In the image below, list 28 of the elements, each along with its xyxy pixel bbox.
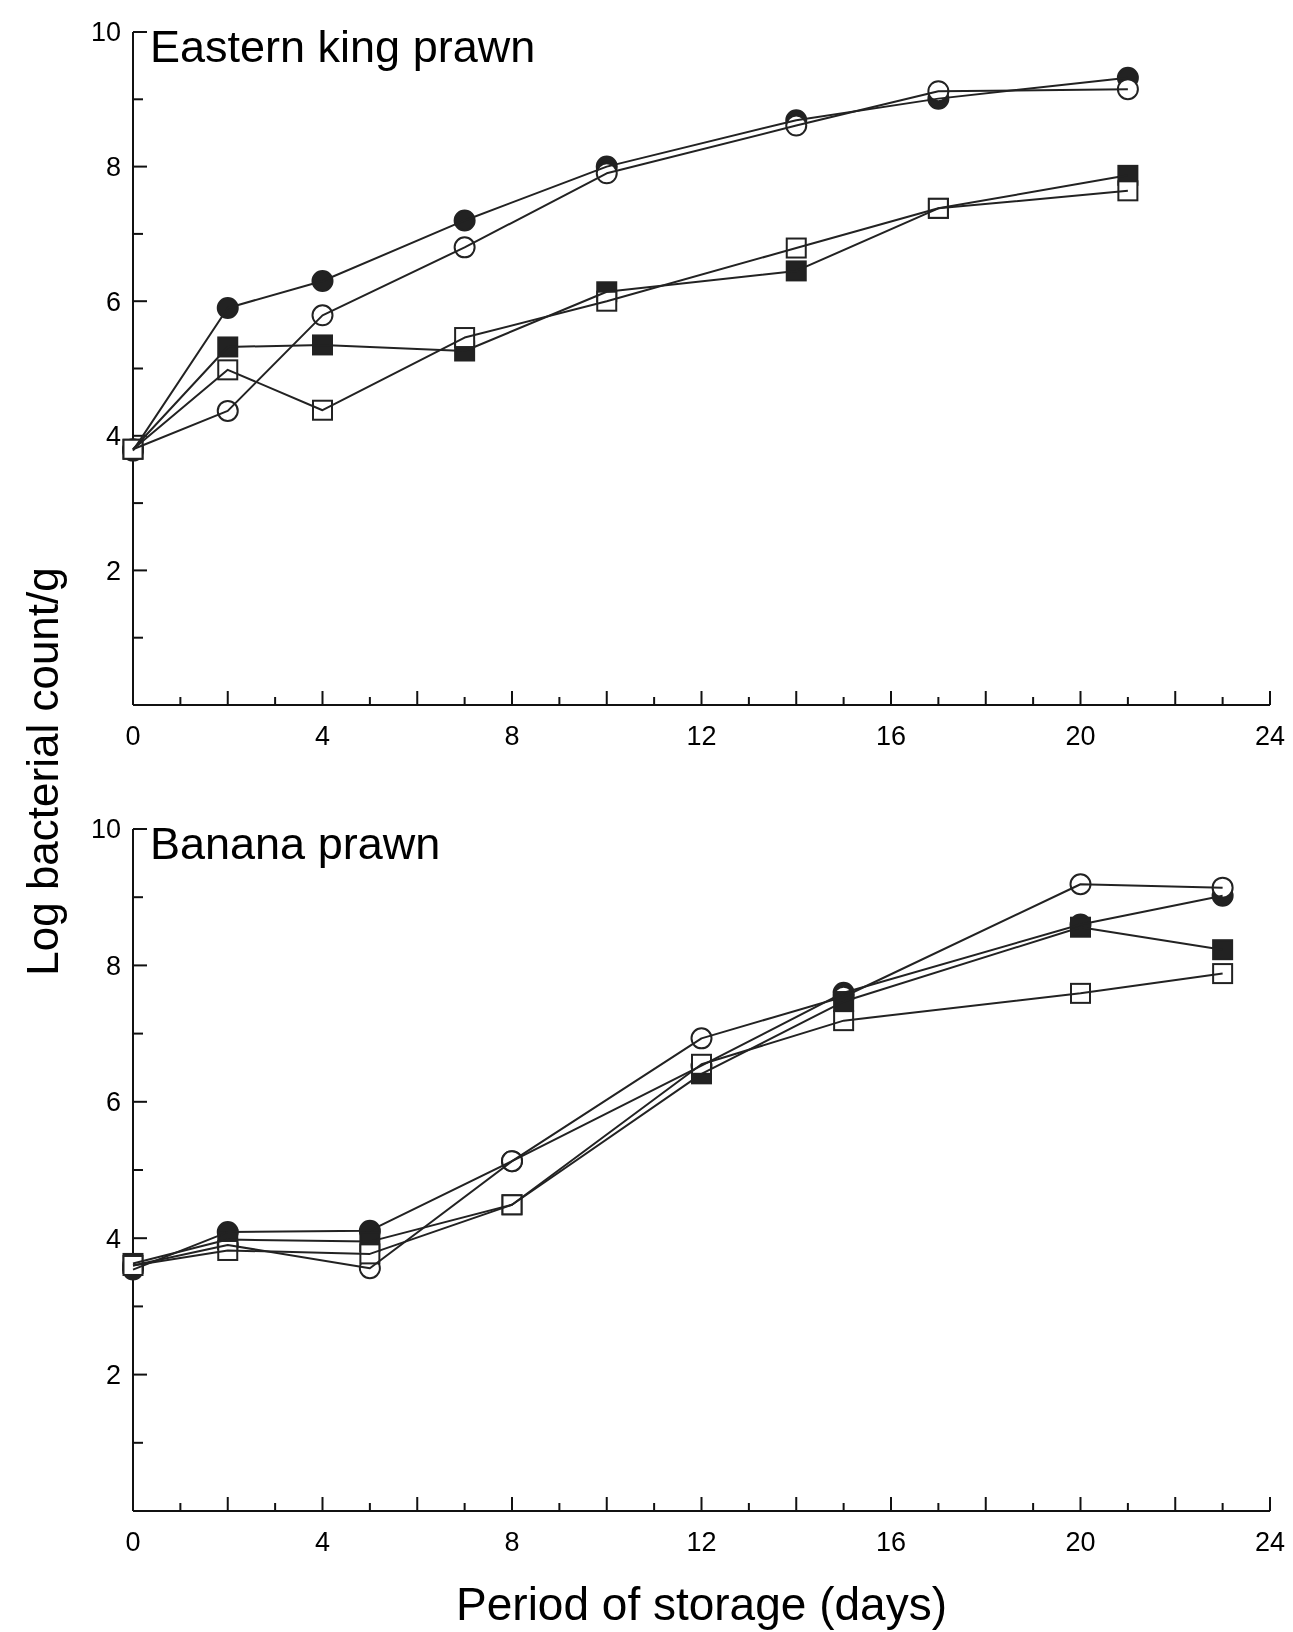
y-tick-label: 10 bbox=[90, 814, 121, 845]
y-tick-label: 8 bbox=[105, 152, 121, 183]
y-tick-label: 2 bbox=[105, 1360, 121, 1391]
x-tick-label: 16 bbox=[875, 721, 907, 751]
x-tick-label: 20 bbox=[1065, 721, 1096, 751]
y-tick-label: 8 bbox=[105, 950, 121, 981]
chart-title: Banana prawn bbox=[150, 818, 441, 869]
y-axis-title: Log bacterial count/g bbox=[18, 567, 67, 976]
x-tick-label: 8 bbox=[504, 721, 520, 751]
chart-title: Eastern king prawn bbox=[150, 21, 536, 72]
y-tick-label: 10 bbox=[90, 17, 121, 48]
x-tick-label: 24 bbox=[1254, 1527, 1286, 1557]
y-tick-label: 6 bbox=[105, 1087, 121, 1118]
x-tick-label: 12 bbox=[686, 1527, 717, 1557]
x-tick-label: 16 bbox=[875, 1527, 907, 1557]
x-tick-label: 0 bbox=[125, 721, 141, 751]
x-tick-label: 0 bbox=[125, 1527, 141, 1557]
x-tick-label: 20 bbox=[1065, 1527, 1096, 1557]
x-tick-label: 24 bbox=[1254, 721, 1286, 751]
y-tick-label: 4 bbox=[105, 1223, 121, 1254]
x-tick-label: 12 bbox=[686, 721, 717, 751]
y-tick-label: 2 bbox=[105, 555, 121, 586]
y-tick-label: 4 bbox=[105, 421, 121, 452]
x-tick-label: 4 bbox=[314, 1527, 331, 1557]
x-tick-label: 8 bbox=[504, 1527, 520, 1557]
x-axis-title: Period of storage (days) bbox=[456, 1578, 947, 1630]
y-tick-label: 6 bbox=[105, 286, 121, 317]
x-tick-label: 4 bbox=[314, 721, 331, 751]
